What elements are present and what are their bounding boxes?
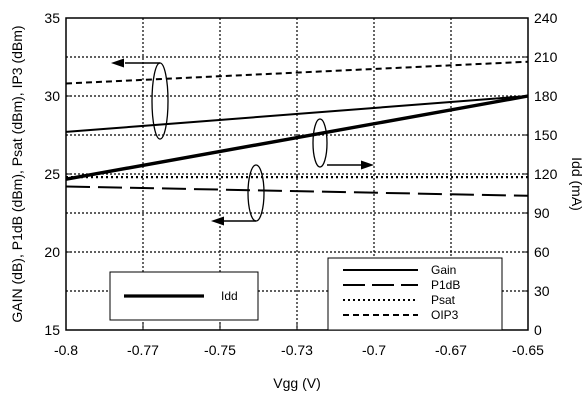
legend-idd-label: Idd — [221, 289, 238, 303]
x-tick-label: -0.67 — [435, 342, 467, 358]
annotations — [111, 58, 374, 226]
series-lines — [65, 60, 529, 197]
series-line-gain — [65, 95, 529, 133]
y-right-tick-label: 30 — [534, 283, 550, 299]
y-left-tick-label: 20 — [44, 244, 60, 260]
series-line-p1db — [65, 185, 529, 197]
bracket-ellipse-mid — [312, 118, 328, 168]
y-axis-label-left: GAIN (dB), P1dB (dBm), Psat (dBm), IP3 (… — [9, 25, 25, 322]
y-right-tick-label: 90 — [534, 205, 550, 221]
x-tick-label: -0.65 — [512, 342, 544, 358]
y-right-tick-label: 0 — [534, 322, 542, 338]
arrow-left-low-head — [211, 216, 224, 226]
legend-oip3-label: OIP3 — [431, 308, 459, 322]
x-axis-label: Vgg (V) — [273, 375, 320, 391]
arrow-left-top-head — [111, 58, 124, 68]
y-right-tick-label: 150 — [534, 127, 558, 143]
y-right-tick-label: 120 — [534, 166, 558, 182]
y-left-tick-label: 30 — [44, 88, 60, 104]
legend-psat-label: Psat — [431, 293, 456, 307]
x-tick-label: -0.73 — [281, 342, 313, 358]
y-right-tick-label: 180 — [534, 88, 558, 104]
bracket-ellipse-top — [151, 62, 169, 140]
x-tick-label: -0.7 — [362, 342, 386, 358]
x-tick-label: -0.75 — [204, 342, 236, 358]
series-line-idd — [65, 94, 529, 181]
y-left-tick-label: 15 — [44, 322, 60, 338]
y-left-tick-label: 35 — [44, 10, 60, 26]
x-tick-label: -0.8 — [54, 342, 78, 358]
arrow-right-mid-head — [361, 160, 374, 170]
legend-main: Gain P1dB Psat OIP3 — [327, 257, 503, 331]
x-tick-label: -0.77 — [127, 342, 159, 358]
legend-p1db-label: P1dB — [431, 278, 460, 292]
legend-gain-label: Gain — [431, 263, 456, 277]
legend-main-box — [327, 257, 503, 331]
y-left-tick-label: 25 — [44, 166, 60, 182]
y-right-tick-label: 60 — [534, 244, 550, 260]
plot-frame — [65, 17, 529, 331]
series-line-oip3 — [65, 60, 529, 85]
y-right-tick-label: 240 — [534, 10, 558, 26]
y-right-tick-label: 210 — [534, 49, 558, 65]
ticks: -0.8 -0.77 -0.75 -0.73 -0.7 -0.67 -0.65 0 30 60 90… — [44, 10, 557, 358]
y-axis-label-right: Idd (mA) — [569, 157, 584, 211]
legend-idd: Idd — [109, 271, 259, 321]
